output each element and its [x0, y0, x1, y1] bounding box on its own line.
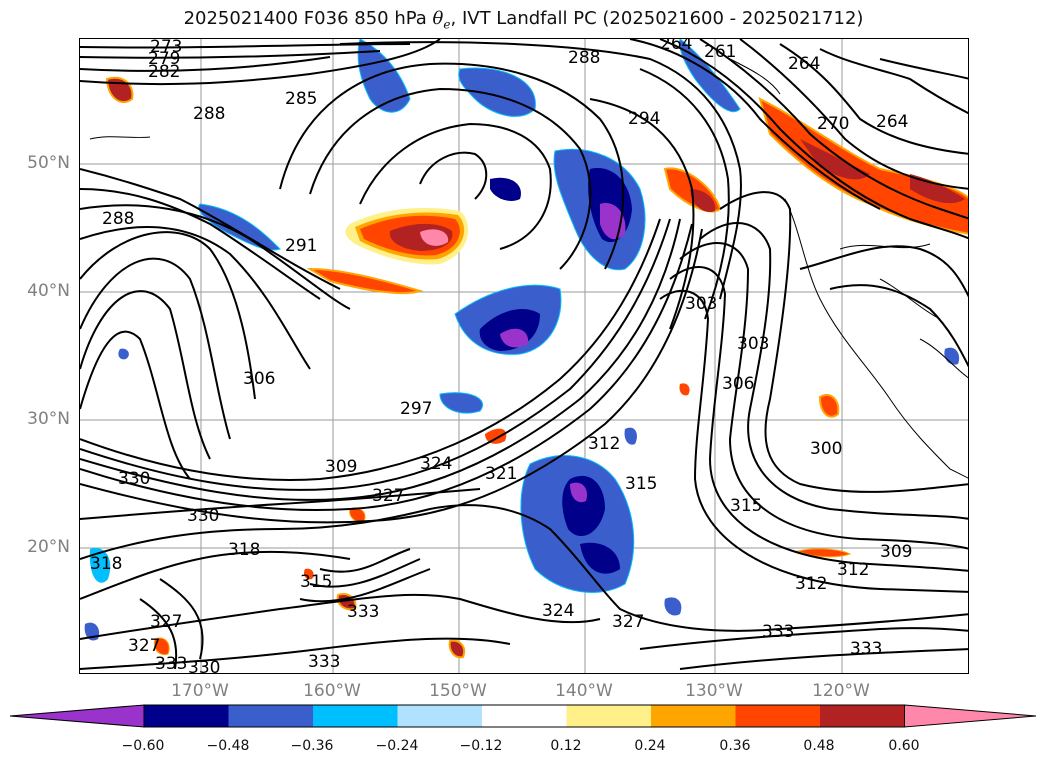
contour-label: 312	[588, 434, 620, 454]
contour-label: 309	[880, 542, 912, 562]
lat-label-50n: 50°N	[27, 153, 70, 173]
contour-label: 321	[485, 464, 517, 484]
contour-label: 333	[850, 639, 882, 659]
lat-label-40n: 40°N	[27, 281, 70, 301]
colorbar-segment	[228, 705, 313, 727]
colorbar-segment	[313, 705, 398, 727]
contour-label: 303	[685, 294, 717, 314]
colorbar-tick-label: −0.48	[206, 738, 250, 754]
contour-label: 333	[762, 622, 794, 642]
contour-label: 330	[188, 658, 220, 674]
contour-label: 300	[810, 439, 842, 459]
map-title: 2025021400 F036 850 hPa θe, IVT Landfall…	[183, 8, 864, 32]
contour-label: 285	[285, 89, 317, 109]
contour-label: 282	[148, 62, 180, 82]
contour-label: 315	[625, 474, 657, 494]
lon-label-130w: 130°W	[685, 681, 743, 701]
colorbar-tick-label: 0.48	[803, 738, 835, 754]
colorbar-tick-label: 0.36	[719, 738, 751, 754]
contour-label: 315	[300, 572, 332, 592]
contour-label: 324	[542, 601, 574, 621]
contour-label: 264	[876, 112, 908, 132]
contour-label: 297	[400, 399, 432, 419]
contour-label: 270	[817, 114, 849, 134]
contour-label: 318	[90, 554, 122, 574]
lon-label-140w: 140°W	[555, 681, 613, 701]
contour-label: 327	[150, 612, 182, 632]
colorbar-tick-label: −0.24	[375, 738, 419, 754]
colorbar-segment	[397, 705, 482, 727]
contour-label: 288	[568, 48, 600, 68]
lat-label-20n: 20°N	[27, 537, 70, 557]
contour-label: 291	[285, 236, 317, 256]
contour-label: 333	[308, 652, 340, 672]
colorbar-segment	[820, 705, 905, 727]
colorbar-segment	[482, 705, 567, 727]
colorbar-segment	[735, 705, 820, 727]
contour-label: 324	[420, 454, 452, 474]
colorbar-outline	[143, 704, 905, 728]
colorbar-tick-label: −0.36	[290, 738, 334, 754]
contour-label: 318	[228, 540, 260, 560]
contour-label: 327	[612, 612, 644, 632]
contour-label: 312	[837, 560, 869, 580]
contour-label: 309	[325, 457, 357, 477]
lon-label-160w: 160°W	[303, 681, 361, 701]
contour-label: 264	[788, 54, 820, 74]
contour-label: 288	[102, 209, 134, 229]
contour-label: 288	[193, 104, 225, 124]
map-canvas: 273 279 282 288 285 288 294 264 261 264 …	[80, 39, 968, 674]
map-panel[interactable]: 273 279 282 288 285 288 294 264 261 264 …	[79, 38, 969, 674]
colorbar-tick-label: 0.12	[550, 738, 582, 754]
pc-shading	[84, 39, 968, 659]
theta-e-contours	[80, 39, 968, 670]
colorbar-tick-label: 0.24	[634, 738, 666, 754]
colorbar	[10, 704, 1037, 728]
contour-label: 330	[118, 469, 150, 489]
colorbar-tick-label: 0.60	[888, 738, 920, 754]
contour-label: 306	[722, 374, 754, 394]
contour-label: 330	[187, 506, 219, 526]
contour-label: 333	[347, 602, 379, 622]
contour-label: 303	[737, 334, 769, 354]
contour-label: 264	[660, 39, 692, 54]
contour-label: 261	[704, 42, 736, 62]
contour-label: 315	[730, 496, 762, 516]
contour-label: 327	[372, 486, 404, 506]
colorbar-segment	[651, 705, 736, 727]
contour-label: 327	[128, 636, 160, 656]
contour-label: 279	[148, 49, 180, 69]
lon-label-170w: 170°W	[171, 681, 229, 701]
contour-labels: 273 279 282 288 285 288 294 264 261 264 …	[90, 39, 912, 674]
contour-label: 333	[155, 654, 187, 674]
lon-label-120w: 120°W	[812, 681, 870, 701]
contour-label: 273	[150, 39, 182, 57]
graticule	[80, 39, 968, 673]
lat-label-30n: 30°N	[27, 409, 70, 429]
contour-label: 312	[795, 574, 827, 594]
lon-label-150w: 150°W	[429, 681, 487, 701]
coastlines	[89, 58, 968, 479]
colorbar-segment	[566, 705, 651, 727]
contour-label: 294	[628, 109, 660, 129]
colorbar-segment	[144, 705, 229, 727]
colorbar-tick-label: −0.12	[459, 738, 503, 754]
contour-label: 306	[243, 369, 275, 389]
colorbar-extend-low	[10, 704, 145, 728]
colorbar-extend-high	[904, 704, 1037, 728]
colorbar-tick-label: −0.60	[121, 738, 165, 754]
